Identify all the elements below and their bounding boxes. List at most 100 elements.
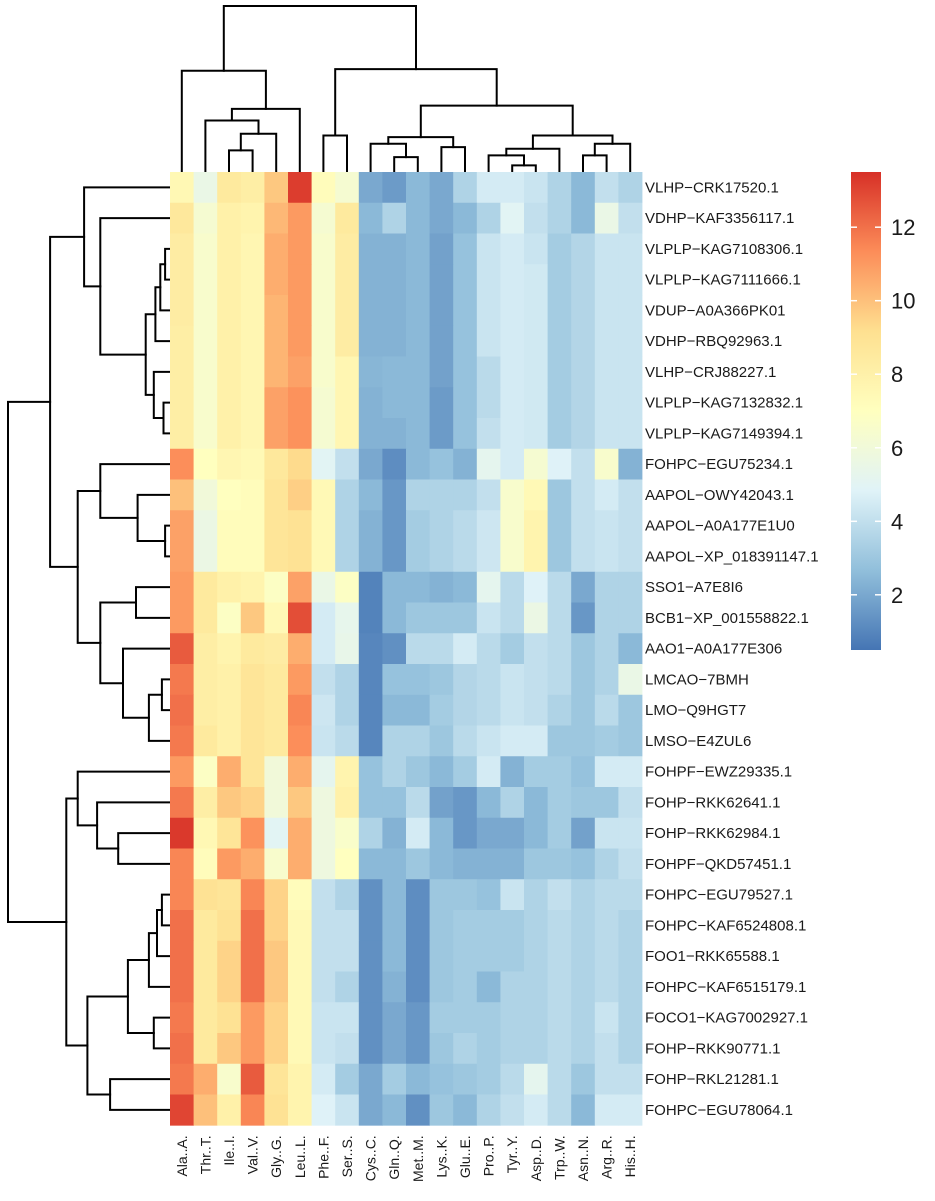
- heatmap-cell: [547, 725, 572, 757]
- heatmap-cell: [240, 817, 265, 849]
- heatmap-cell: [453, 725, 478, 757]
- heatmap-cell: [217, 510, 242, 542]
- heatmap-cell: [547, 664, 572, 696]
- heatmap-cell: [406, 633, 430, 665]
- heatmap-cell: [335, 694, 360, 726]
- heatmap-cell: [264, 172, 289, 204]
- heatmap-cell: [217, 295, 242, 327]
- heatmap-cell: [547, 633, 572, 665]
- heatmap-cell: [429, 633, 454, 665]
- heatmap-cell: [382, 418, 407, 450]
- heatmap-cell: [170, 756, 194, 788]
- heatmap-cell: [193, 233, 218, 265]
- heatmap-cell: [382, 1002, 407, 1034]
- heatmap-cell: [547, 971, 572, 1003]
- row-labels: VLHP−CRK17520.1 VDHP−KAF3356117.1 VLPLP−KA…: [645, 179, 819, 1119]
- dendrogram-branch: [99, 463, 171, 519]
- column-label: Arg..R.: [599, 1135, 615, 1179]
- heatmap-cell: [500, 448, 525, 480]
- heatmap-cell: [288, 910, 312, 942]
- heatmap-cell: [240, 1094, 265, 1126]
- heatmap-cell: [335, 571, 360, 603]
- row-label: VLHP−CRK17520.1: [645, 179, 779, 196]
- heatmap-cell: [524, 541, 548, 573]
- heatmap-cell: [453, 510, 478, 542]
- heatmap-cell: [476, 571, 501, 603]
- heatmap-cell: [547, 602, 572, 634]
- heatmap-cell: [240, 325, 265, 357]
- heatmap-cell: [500, 1063, 525, 1095]
- heatmap-cell: [217, 725, 242, 757]
- heatmap-cell: [170, 448, 194, 480]
- dendrogram-branch: [65, 797, 89, 1047]
- heatmap-cell: [240, 356, 265, 388]
- heatmap-cell: [217, 787, 242, 819]
- heatmap-cell: [335, 633, 360, 665]
- heatmap-cell: [453, 787, 478, 819]
- heatmap-cell: [382, 756, 407, 788]
- column-label: Leu..L.: [292, 1135, 308, 1178]
- heatmap-cell: [264, 571, 289, 603]
- heatmap-cell: [288, 1063, 312, 1095]
- heatmap-cell: [240, 1033, 265, 1065]
- heatmap-cell: [429, 233, 454, 265]
- heatmap-cell: [453, 633, 478, 665]
- heatmap-cell: [217, 387, 242, 419]
- heatmap-cell: [193, 756, 218, 788]
- heatmap-cell: [264, 387, 289, 419]
- column-label: Glu..E.: [457, 1135, 473, 1178]
- heatmap-cell: [429, 848, 454, 880]
- heatmap-cell: [500, 879, 525, 911]
- heatmap-cell: [311, 910, 336, 942]
- heatmap-cell: [240, 202, 265, 234]
- heatmap-cell: [311, 510, 336, 542]
- row-label: VLPLP−KAG7132832.1: [645, 395, 803, 412]
- heatmap-cell: [358, 448, 383, 480]
- heatmap-cell: [406, 664, 430, 696]
- heatmap-cell: [288, 295, 312, 327]
- heatmap-cell: [240, 971, 265, 1003]
- heatmap-cell: [288, 756, 312, 788]
- heatmap-cell: [476, 1002, 501, 1034]
- heatmap-cell: [264, 448, 289, 480]
- heatmap-cell: [217, 202, 242, 234]
- heatmap-cell: [571, 571, 596, 603]
- heatmap-cell: [288, 202, 312, 234]
- heatmap-cell: [170, 295, 194, 327]
- heatmap-cell: [453, 910, 478, 942]
- heatmap-cell: [618, 356, 643, 388]
- heatmap-cell: [217, 694, 242, 726]
- column-label: His..H.: [622, 1135, 638, 1177]
- heatmap-cell: [429, 1094, 454, 1126]
- heatmap-cell: [288, 356, 312, 388]
- heatmap-cell: [453, 1002, 478, 1034]
- heatmap-cell: [571, 1094, 596, 1126]
- heatmap-cell: [335, 602, 360, 634]
- heatmap-cell: [476, 233, 501, 265]
- heatmap-cell: [476, 356, 501, 388]
- heatmap-cell: [193, 295, 218, 327]
- heatmap-cell: [335, 787, 360, 819]
- heatmap-cell: [406, 387, 430, 419]
- heatmap-cell: [170, 633, 194, 665]
- heatmap-cell: [311, 817, 336, 849]
- legend-tick-label: 6: [891, 436, 903, 461]
- dendrogram-branch: [76, 490, 102, 644]
- dendrogram-branch: [230, 107, 301, 173]
- heatmap-cell: [358, 848, 383, 880]
- heatmap-cell: [382, 817, 407, 849]
- heatmap-cell: [264, 479, 289, 511]
- heatmap-cell: [264, 664, 289, 696]
- heatmap-cell: [500, 756, 525, 788]
- heatmap-cell: [382, 940, 407, 972]
- heatmap-cell: [217, 448, 242, 480]
- row-label: FOCO1−KAG7002927.1: [645, 1010, 808, 1027]
- dendrogram-branch: [122, 647, 171, 719]
- dendrogram-branch: [152, 1016, 171, 1050]
- heatmap-cell: [524, 879, 548, 911]
- heatmap-cell: [311, 848, 336, 880]
- heatmap-cell: [500, 940, 525, 972]
- heatmap-cell: [594, 1033, 619, 1065]
- dendrogram-branch: [505, 147, 561, 173]
- column-label: Val..V.: [245, 1135, 261, 1174]
